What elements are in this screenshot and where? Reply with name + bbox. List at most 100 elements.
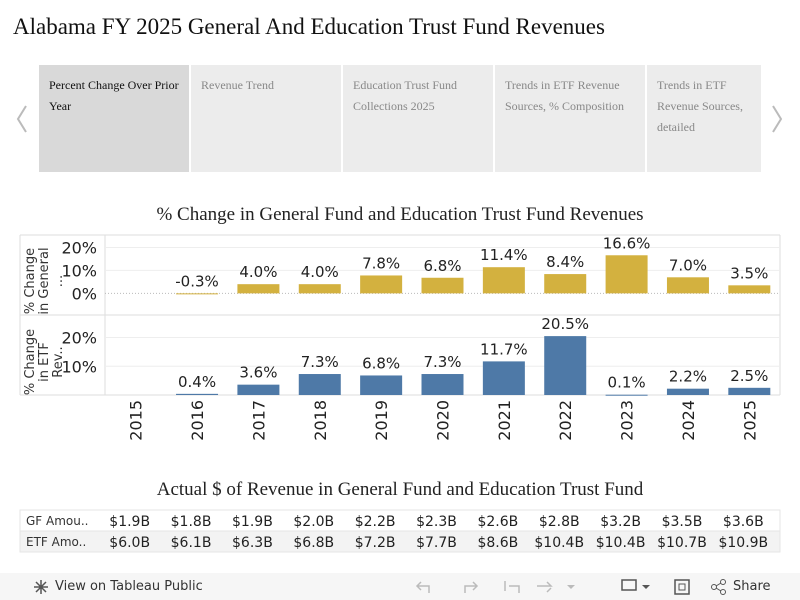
y-tick-label: 20% <box>61 329 97 348</box>
x-tick-label: 2016 <box>188 400 207 441</box>
x-tick-label: 2023 <box>618 400 637 441</box>
bar <box>176 393 219 395</box>
view-link[interactable]: View on Tableau Public <box>55 579 203 594</box>
value-label: 3.5% <box>730 264 768 282</box>
bar <box>605 394 648 396</box>
table-cell: $3.5B <box>662 514 703 530</box>
value-label: 4.0% <box>239 263 277 281</box>
tab[interactable]: Percent Change Over Prior Year <box>39 65 189 172</box>
bar <box>482 267 525 294</box>
value-label: 3.6% <box>239 364 277 382</box>
bar <box>360 375 403 395</box>
page-title: Alabama FY 2025 General And Education Tr… <box>13 14 605 39</box>
value-label: 4.0% <box>301 263 339 281</box>
table-cell: $6.0B <box>109 535 150 551</box>
y-axis-title: % Change in ETF Rev.. <box>23 328 66 395</box>
bar <box>544 274 587 294</box>
value-label: 11.4% <box>480 246 528 264</box>
table-cell: $8.6B <box>477 535 518 551</box>
table-cell: $10.4B <box>534 535 584 551</box>
next-arrow[interactable] <box>772 105 783 133</box>
table-cell: $2.0B <box>293 514 334 530</box>
x-tick-label: 2025 <box>740 400 759 441</box>
bar <box>237 284 280 294</box>
toolbar-icons <box>415 581 575 593</box>
bar <box>298 284 341 294</box>
value-label: 2.5% <box>730 367 768 385</box>
tableau-icon <box>34 580 48 594</box>
table-cell: $3.2B <box>600 514 641 530</box>
x-tick-label: 2021 <box>495 400 514 441</box>
tab[interactable]: Revenue Trend <box>191 65 341 172</box>
tab[interactable]: Trends in ETF Revenue Sources, % Composi… <box>495 65 645 172</box>
table-cell: $1.9B <box>232 514 273 530</box>
bar <box>666 277 709 294</box>
bar <box>421 277 464 294</box>
bar <box>728 387 771 395</box>
bar <box>176 293 219 295</box>
table-cell: $6.3B <box>232 535 273 551</box>
table-cell: $2.6B <box>477 514 518 530</box>
table-cell: $7.7B <box>416 535 457 551</box>
table-cell: $1.9B <box>109 514 150 530</box>
value-label: 2.2% <box>669 368 707 386</box>
bar <box>666 388 709 395</box>
x-tick-label: 2015 <box>127 400 146 441</box>
toolbar-icons-right[interactable] <box>620 578 710 596</box>
x-tick-label: 2017 <box>249 400 268 441</box>
value-label: -0.3% <box>175 272 219 290</box>
tab[interactable]: Education Trust Fund Collections 2025 <box>343 65 493 172</box>
y-axis-title: % Change in General ... <box>23 247 66 315</box>
share-icon[interactable] <box>710 579 728 595</box>
y-tick-label: 10% <box>61 261 97 280</box>
bar <box>237 384 280 395</box>
y-tick-label: 0% <box>72 284 97 303</box>
value-label: 6.8% <box>423 257 461 275</box>
bar <box>544 336 587 395</box>
x-tick-label: 2020 <box>434 400 453 441</box>
table-cell: $10.9B <box>718 535 768 551</box>
x-tick-label: 2022 <box>556 400 575 441</box>
y-tick-label: 10% <box>61 357 97 376</box>
y-tick-label: 20% <box>61 238 97 257</box>
prev-arrow[interactable] <box>16 105 27 133</box>
row-header: GF Amou.. <box>26 514 89 528</box>
value-label: 7.0% <box>669 256 707 274</box>
bar <box>482 361 525 395</box>
bar <box>298 374 341 395</box>
value-label: 11.7% <box>480 340 528 358</box>
table-cell: $3.6B <box>723 514 764 530</box>
value-label: 7.8% <box>362 254 400 272</box>
table-cell: $6.1B <box>171 535 212 551</box>
value-label: 16.6% <box>603 234 651 252</box>
x-tick-label: 2018 <box>311 400 330 441</box>
bar <box>360 275 403 294</box>
value-label: 8.4% <box>546 253 584 271</box>
table-cell: $2.2B <box>355 514 396 530</box>
bar <box>605 255 648 294</box>
table-cell: $2.3B <box>416 514 457 530</box>
table-cell: $10.7B <box>657 535 707 551</box>
value-label: 0.1% <box>608 374 646 392</box>
value-label: 0.4% <box>178 373 216 391</box>
value-label: 7.3% <box>301 353 339 371</box>
table-cell: $7.2B <box>355 535 396 551</box>
value-label: 6.8% <box>362 354 400 372</box>
x-tick-label: 2019 <box>372 400 391 441</box>
bar <box>421 374 464 395</box>
bar <box>728 285 771 294</box>
table-title: Actual $ of Revenue in General Fund and … <box>156 479 644 500</box>
footer: View on Tableau Public Share <box>0 573 800 600</box>
table-cell: $6.8B <box>293 535 334 551</box>
tab[interactable]: Trends in ETF Revenue Sources, detailed <box>647 65 761 172</box>
table-cell: $10.4B <box>596 535 646 551</box>
row-header: ETF Amo.. <box>26 535 86 549</box>
chart-title: % Change in General Fund and Education T… <box>156 204 644 225</box>
x-tick-label: 2024 <box>679 400 698 441</box>
value-label: 7.3% <box>423 353 461 371</box>
value-label: 20.5% <box>541 315 589 333</box>
share-button[interactable]: Share <box>733 579 771 594</box>
table-cell: $2.8B <box>539 514 580 530</box>
